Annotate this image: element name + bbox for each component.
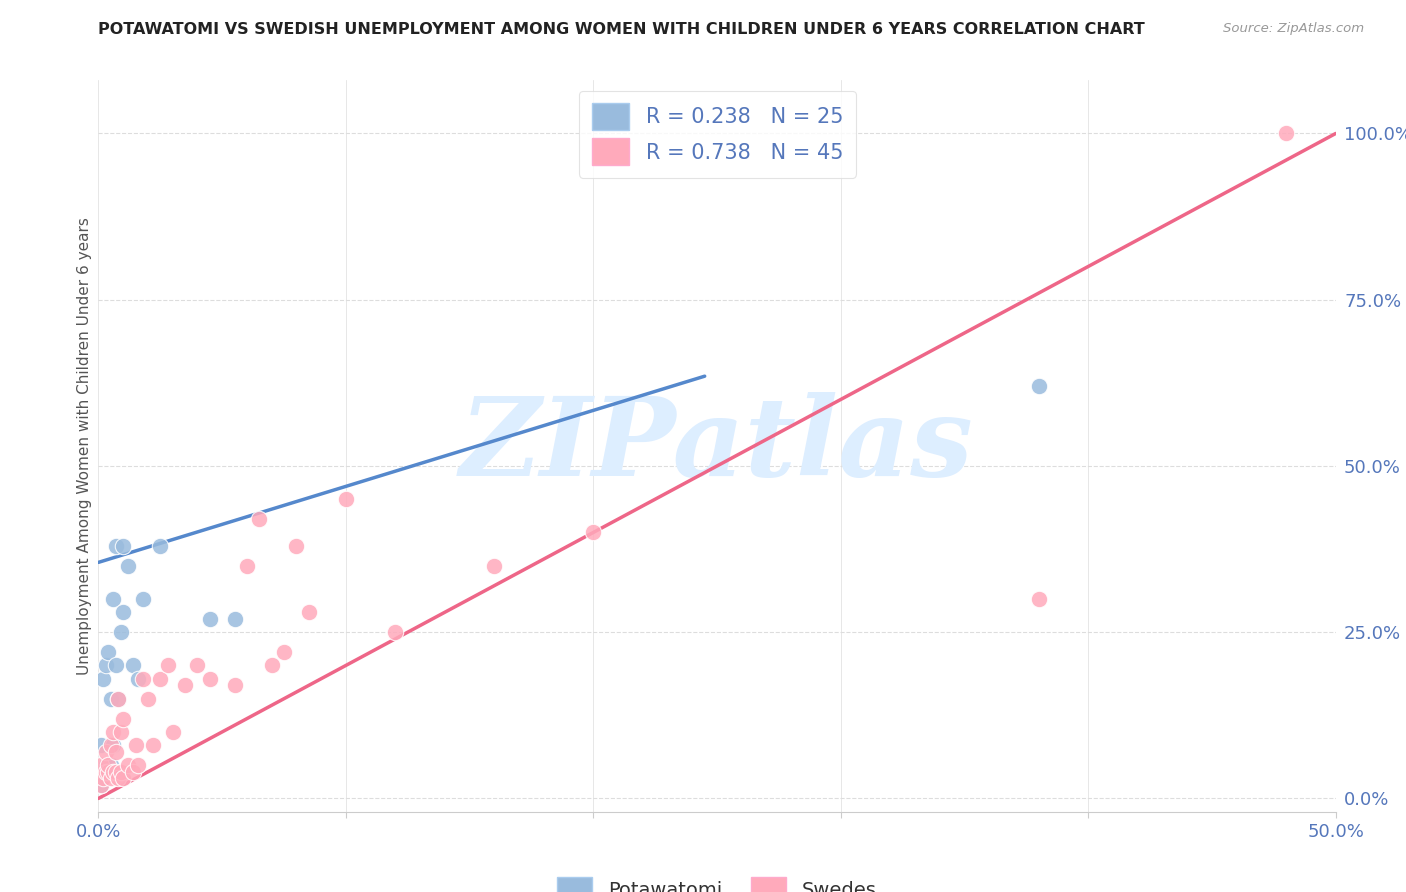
Point [224, 612, 246, 626]
Point [94, 658, 117, 673]
Point [90, 778, 112, 792]
Point [1028, 591, 1050, 606]
Point [285, 539, 308, 553]
Text: Source: ZipAtlas.com: Source: ZipAtlas.com [1223, 22, 1364, 36]
Point [104, 764, 127, 779]
Point [142, 738, 165, 752]
Point [103, 738, 125, 752]
Text: POTAWATOMI VS SWEDISH UNEMPLOYMENT AMONG WOMEN WITH CHILDREN UNDER 6 YEARS CORRE: POTAWATOMI VS SWEDISH UNEMPLOYMENT AMONG… [98, 22, 1144, 37]
Point [97, 758, 120, 772]
Point [484, 558, 506, 573]
Point [236, 558, 259, 573]
Point [97, 758, 120, 772]
Text: ZIPatlas: ZIPatlas [460, 392, 974, 500]
Point [298, 605, 321, 619]
Point [122, 764, 145, 779]
Point [260, 658, 283, 673]
Point [93, 672, 115, 686]
Point [198, 672, 221, 686]
Point [186, 658, 208, 673]
Point [112, 712, 135, 726]
Legend: Potawatomi, Swedes: Potawatomi, Swedes [550, 869, 884, 892]
Point [198, 612, 221, 626]
Point [335, 492, 357, 507]
Point [224, 678, 246, 692]
Point [1028, 379, 1050, 393]
Point [90, 738, 112, 752]
Point [149, 672, 172, 686]
Point [103, 591, 125, 606]
Point [124, 738, 146, 752]
Point [94, 758, 117, 772]
Point [112, 539, 135, 553]
Point [107, 691, 129, 706]
Point [100, 758, 122, 772]
Y-axis label: Unemployment Among Women with Children Under 6 years: Unemployment Among Women with Children U… [77, 217, 91, 675]
Point [94, 745, 117, 759]
Point [122, 658, 145, 673]
Point [97, 764, 120, 779]
Point [100, 691, 122, 706]
Point [132, 591, 155, 606]
Point [112, 772, 135, 786]
Point [117, 558, 139, 573]
Point [384, 625, 406, 640]
Point [110, 764, 132, 779]
Point [104, 745, 127, 759]
Point [100, 772, 122, 786]
Point [582, 525, 605, 540]
Point [149, 539, 172, 553]
Point [174, 678, 197, 692]
Point [90, 778, 112, 792]
Point [107, 772, 129, 786]
Point [110, 625, 132, 640]
Point [104, 539, 127, 553]
Point [110, 725, 132, 739]
Point [273, 645, 295, 659]
Point [90, 758, 112, 772]
Point [100, 738, 122, 752]
Point [112, 605, 135, 619]
Point [127, 672, 149, 686]
Point [1275, 127, 1298, 141]
Point [104, 658, 127, 673]
Point [132, 672, 155, 686]
Point [156, 658, 179, 673]
Point [127, 758, 149, 772]
Point [162, 725, 184, 739]
Point [103, 764, 125, 779]
Point [97, 645, 120, 659]
Point [117, 758, 139, 772]
Point [136, 691, 159, 706]
Point [94, 764, 117, 779]
Point [247, 512, 270, 526]
Point [107, 691, 129, 706]
Point [103, 725, 125, 739]
Point [93, 772, 115, 786]
